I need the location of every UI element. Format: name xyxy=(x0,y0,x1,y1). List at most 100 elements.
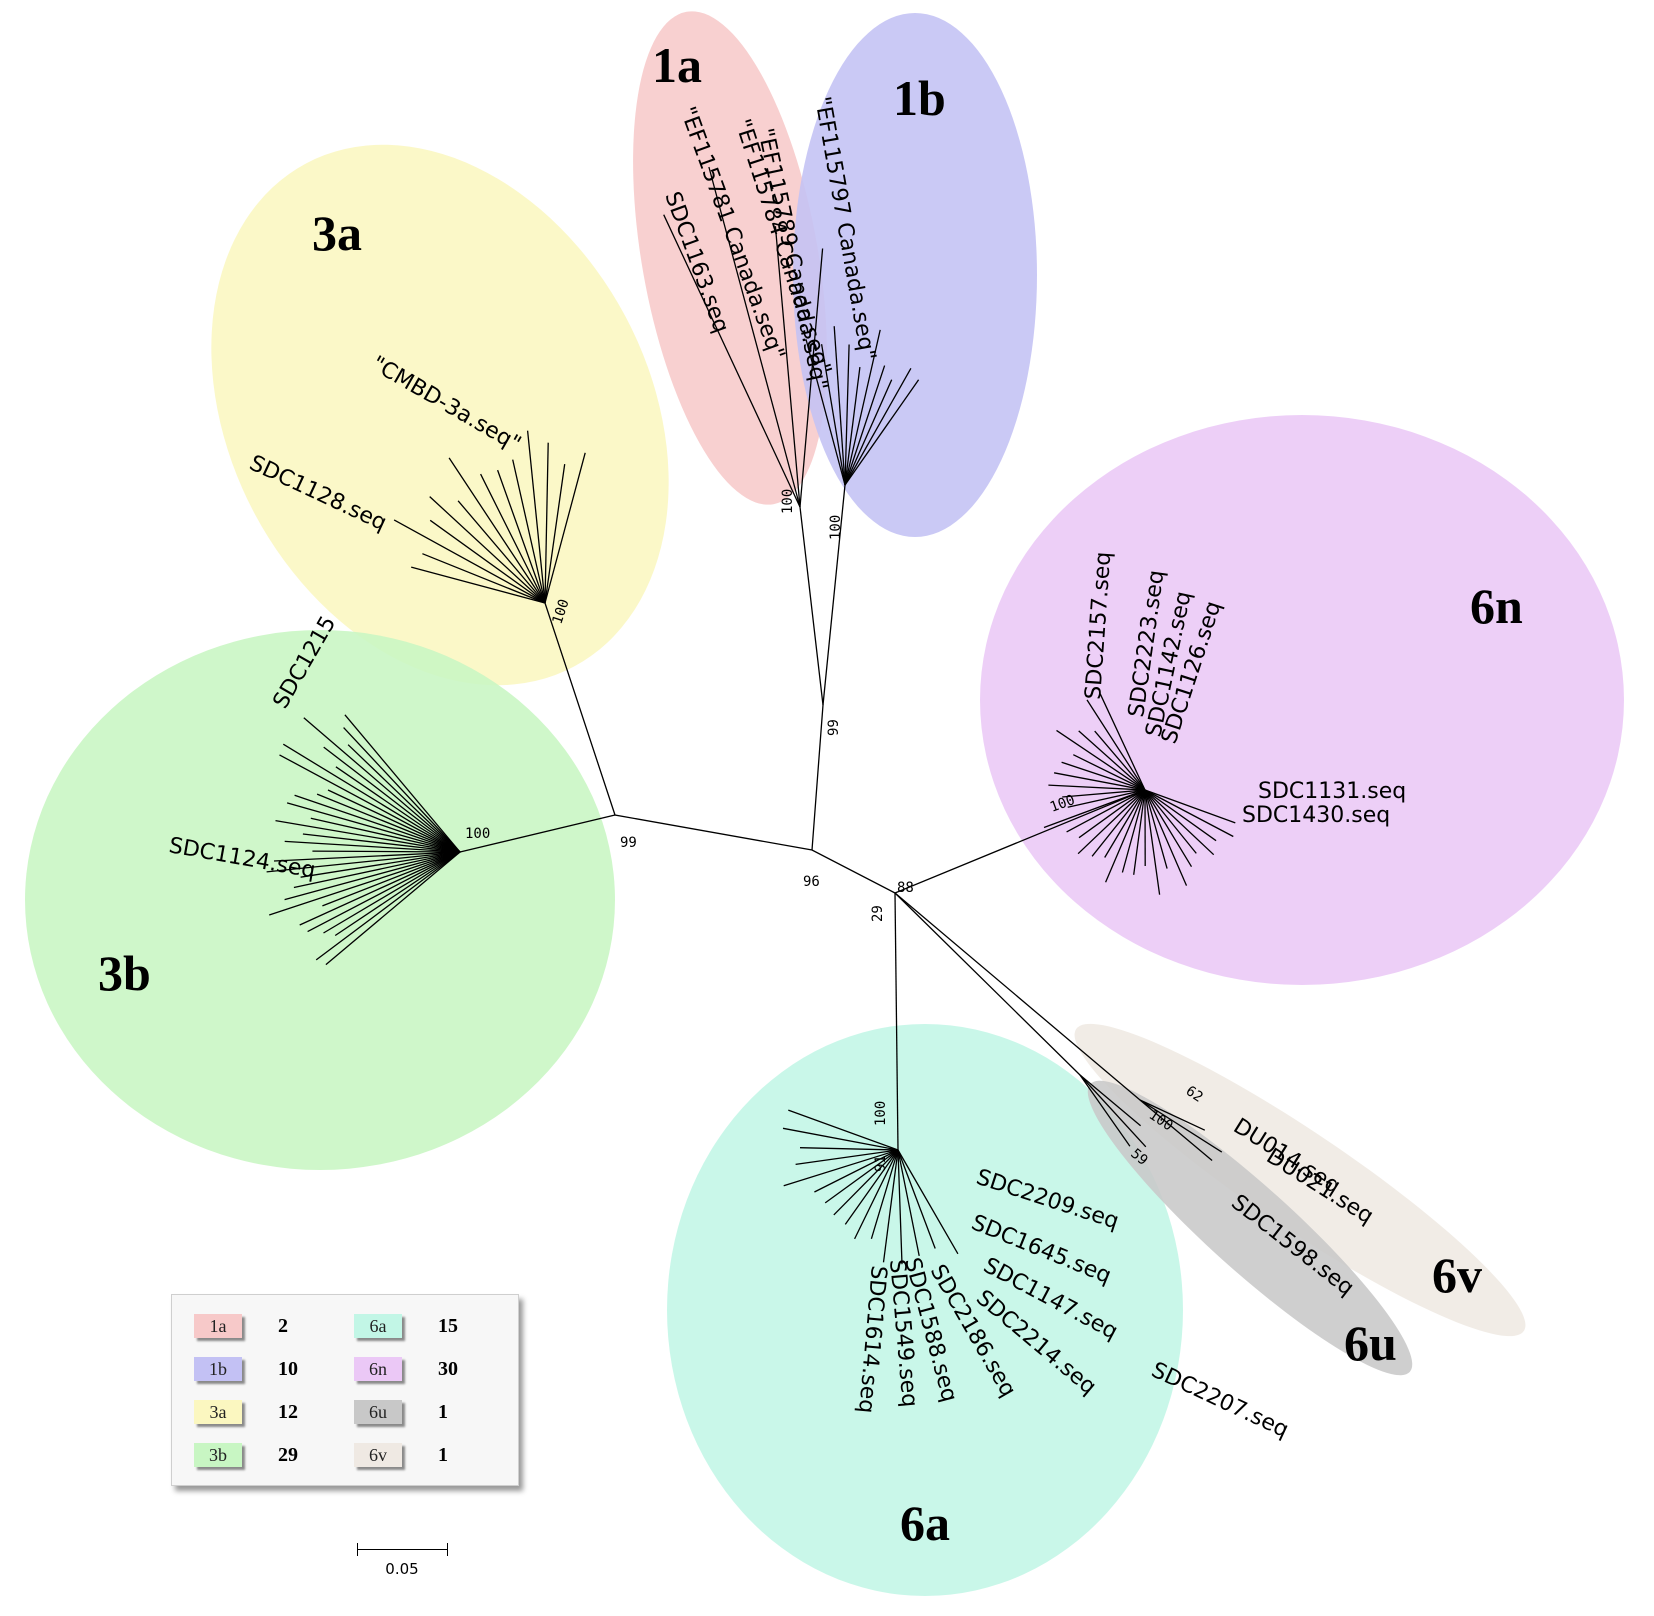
bootstrap-label: 100 xyxy=(780,489,796,514)
leaf-branch xyxy=(279,754,461,853)
leaf-branch xyxy=(1139,1099,1206,1131)
leaf-branch xyxy=(526,430,546,604)
bootstrap-label: 100 xyxy=(873,1101,889,1126)
leaf-branch xyxy=(844,365,886,486)
clade-6n-ellipse xyxy=(980,415,1624,985)
leaf-branch xyxy=(1094,730,1146,791)
leaf-branch xyxy=(1144,789,1193,868)
legend-count: 1 xyxy=(438,1444,448,1466)
leaf-branch xyxy=(1144,789,1236,824)
leaf-branch xyxy=(273,851,461,862)
leaf-branch xyxy=(1061,761,1146,791)
leaf-branch xyxy=(1066,789,1146,833)
branch xyxy=(894,892,1081,1076)
leaf-branch xyxy=(323,851,461,934)
bootstrap-label: 100 xyxy=(550,597,573,626)
leaf-branch xyxy=(1079,1074,1147,1148)
leaf-branch xyxy=(833,1149,899,1216)
legend: 1a 2 1b 10 3a 12 3b 29 6a 15 6n 30 6u 1 … xyxy=(171,1294,519,1486)
leaf-branch xyxy=(1086,699,1146,791)
leaf-branch xyxy=(1099,693,1146,791)
bootstrap-values: 99 96 99 88 29 100 100 100 100 100 100 9… xyxy=(465,489,1206,1172)
leaf-branch xyxy=(284,851,461,901)
leaf-branch xyxy=(1121,789,1146,873)
leaf-branch xyxy=(1048,784,1146,791)
leaf-branch xyxy=(844,379,920,486)
leaf-branch xyxy=(1144,789,1217,842)
clade-label-6v: 6v xyxy=(1432,1247,1482,1303)
clade-label-6n: 6n xyxy=(1470,578,1523,634)
leaf-branch xyxy=(429,519,546,604)
leaf-branch xyxy=(833,326,846,486)
leaf-branch xyxy=(844,329,881,486)
leaf-branch xyxy=(708,166,801,508)
bootstrap-label: 91 xyxy=(873,1155,889,1172)
clade-1a-ellipse xyxy=(633,11,827,505)
leaf-branch xyxy=(303,717,461,853)
leaf-branch xyxy=(805,339,846,486)
leaf-branch xyxy=(897,1149,959,1255)
bootstrap-label: 62 xyxy=(1183,1083,1206,1106)
leaf-branch xyxy=(897,1149,920,1257)
leaf-branch xyxy=(788,1109,899,1151)
legend-count: 2 xyxy=(278,1315,288,1337)
leaf-branch xyxy=(266,851,461,873)
legend-swatch: 3a xyxy=(194,1400,242,1424)
leaf-branch xyxy=(1078,789,1146,839)
bootstrap-label: 96 xyxy=(803,874,820,890)
leaf-label: SDC1430.seq xyxy=(1242,803,1390,828)
leaf-branch xyxy=(1091,789,1146,857)
leaf-branch xyxy=(299,851,461,926)
leaf-branch xyxy=(343,727,461,853)
leaf-branch xyxy=(284,840,461,853)
leaf-branch xyxy=(1133,789,1146,875)
leaf-branch xyxy=(512,459,546,604)
leaf-branch xyxy=(544,442,549,604)
leaf-branch xyxy=(323,746,461,853)
leaf-branch xyxy=(1056,729,1146,791)
branch xyxy=(459,814,616,853)
leaf-branch xyxy=(897,1149,903,1265)
leaf-branch xyxy=(310,817,461,853)
bootstrap-label: 99 xyxy=(826,719,842,736)
leaf-branch xyxy=(1139,1099,1213,1161)
leaf-branch xyxy=(294,794,461,853)
leaf-branch xyxy=(782,1127,899,1151)
leaf-branch xyxy=(854,1149,899,1240)
leaf-branch xyxy=(844,367,861,486)
leaf-fans xyxy=(266,166,1236,1265)
branch xyxy=(894,892,1141,1101)
branch xyxy=(799,506,824,851)
scale-bar-label: 0.05 xyxy=(385,1560,419,1578)
backbone-branches xyxy=(459,484,1146,1151)
leaf-branch xyxy=(480,473,546,604)
legend-count: 29 xyxy=(278,1444,298,1466)
scale-bar-tick xyxy=(447,1543,448,1556)
leaf-branch xyxy=(347,744,461,853)
leaf-branch xyxy=(814,1149,899,1193)
leaf-branch xyxy=(393,519,546,604)
bootstrap-label: 100 xyxy=(828,515,844,540)
leaf-branch xyxy=(325,851,461,966)
leaf-branch xyxy=(1043,789,1146,829)
clade-6u-ellipse xyxy=(1087,1080,1413,1376)
leaf-branch xyxy=(307,851,461,933)
branch xyxy=(894,789,1146,894)
leaf-branch xyxy=(1144,789,1161,895)
clade-label-1a: 1a xyxy=(652,37,702,93)
leaf-branch xyxy=(844,1149,899,1225)
leaf-branch xyxy=(1079,1074,1131,1147)
legend-count: 10 xyxy=(278,1358,298,1380)
leaf-branch xyxy=(882,1149,899,1263)
clade-label-1b: 1b xyxy=(893,70,946,126)
leaf-branch xyxy=(1144,789,1234,838)
legend-swatch: 6n xyxy=(354,1357,402,1381)
legend-count: 15 xyxy=(438,1315,458,1337)
leaf-branch xyxy=(315,851,461,961)
legend-swatch: 6v xyxy=(354,1443,402,1467)
leaf-branch xyxy=(457,500,546,604)
leaf-branch xyxy=(496,469,546,604)
leaf-branch xyxy=(663,214,801,508)
